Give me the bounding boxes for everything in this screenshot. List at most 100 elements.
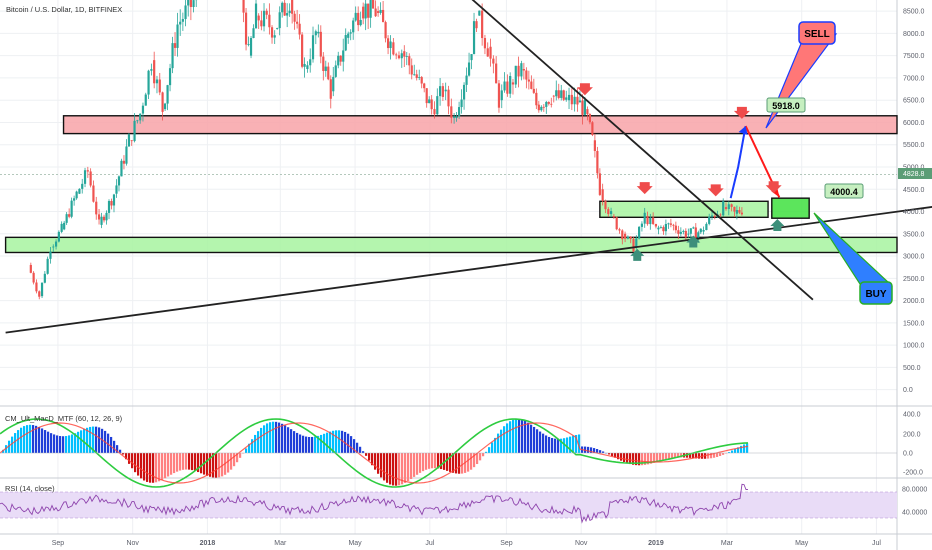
candle-body bbox=[60, 223, 63, 232]
macd-histogram-bar bbox=[17, 430, 20, 453]
candle-body bbox=[682, 230, 685, 232]
candle-body bbox=[438, 86, 442, 97]
macd-histogram-bar bbox=[302, 435, 305, 453]
candle-body bbox=[626, 236, 629, 239]
y-tick-label: 5500.0 bbox=[903, 142, 925, 149]
candle-body bbox=[467, 62, 471, 76]
macd-histogram-bar bbox=[653, 453, 656, 463]
macd-histogram-bar bbox=[197, 453, 200, 473]
macd-histogram-bar bbox=[602, 451, 605, 453]
macd-histogram-bar bbox=[227, 453, 230, 473]
candle-body bbox=[161, 92, 164, 112]
macd-histogram-bar bbox=[695, 453, 698, 459]
candle-body bbox=[659, 227, 663, 228]
rsi-tick-label: 40.0000 bbox=[902, 510, 927, 517]
macd-histogram-bar bbox=[170, 453, 173, 475]
zone-support-upper bbox=[599, 200, 769, 219]
candle-body bbox=[244, 12, 248, 45]
y-tick-label: 7500.0 bbox=[903, 53, 925, 60]
macd-histogram-bar bbox=[38, 427, 41, 453]
candle-body bbox=[32, 272, 35, 283]
macd-histogram-bar bbox=[365, 453, 368, 456]
candle-body bbox=[125, 146, 128, 164]
macd-histogram-bar bbox=[290, 429, 293, 453]
macd-histogram-bar bbox=[737, 447, 740, 453]
candle-body bbox=[352, 20, 355, 33]
candle-body bbox=[319, 31, 322, 57]
y-tick-label: 2000.0 bbox=[903, 298, 925, 305]
candle-body bbox=[133, 120, 136, 142]
macd-histogram-bar bbox=[494, 437, 497, 453]
macd-histogram-bar bbox=[644, 453, 647, 465]
candle-body bbox=[527, 79, 530, 82]
macd-histogram-bar bbox=[377, 453, 380, 474]
macd-histogram-bar bbox=[497, 433, 500, 453]
macd-histogram-bar bbox=[131, 453, 134, 469]
candle-body bbox=[332, 76, 335, 92]
candle-body bbox=[679, 231, 682, 234]
macd-histogram-bar bbox=[425, 453, 428, 470]
macd-tick-label: 400.0 bbox=[903, 412, 921, 419]
macd-histogram-bar bbox=[149, 453, 152, 483]
candle-body bbox=[667, 223, 670, 225]
projection-down-tag: 4000.4 bbox=[824, 183, 864, 199]
chart-title: Bitcoin / U.S. Dollar, 1D, BITFINEX bbox=[6, 5, 122, 14]
macd-histogram-bar bbox=[35, 425, 38, 453]
macd-histogram-bar bbox=[386, 453, 389, 483]
candle-body bbox=[405, 56, 408, 57]
candle-body bbox=[423, 83, 426, 89]
candle-body bbox=[83, 170, 87, 184]
candle-body bbox=[578, 100, 582, 103]
candle-body bbox=[450, 106, 453, 118]
macd-histogram-bar bbox=[713, 453, 716, 458]
candle-body bbox=[92, 185, 95, 202]
x-tick-label: Nov bbox=[126, 540, 139, 547]
candle-body bbox=[740, 212, 743, 215]
candle-body bbox=[415, 74, 418, 79]
macd-histogram-bar bbox=[635, 453, 638, 466]
macd-histogram-bar bbox=[422, 453, 425, 472]
macd-histogram-bar bbox=[614, 453, 617, 458]
candle-body bbox=[144, 94, 147, 106]
candle-body bbox=[247, 44, 250, 45]
projection-up-value: 5918.0 bbox=[772, 101, 800, 111]
candle-body bbox=[136, 120, 139, 122]
macd-histogram-bar bbox=[437, 453, 440, 469]
candle-body bbox=[506, 81, 509, 94]
candle-body bbox=[475, 21, 478, 29]
macd-histogram-bar bbox=[221, 453, 224, 477]
candle-body bbox=[57, 231, 60, 242]
macd-histogram-bar bbox=[716, 453, 719, 457]
candle-body bbox=[260, 20, 263, 27]
candle-body bbox=[444, 89, 447, 92]
macd-histogram-bar bbox=[41, 428, 44, 453]
rsi-band bbox=[0, 492, 897, 518]
candle-body bbox=[86, 170, 89, 172]
macd-histogram-bar bbox=[539, 431, 542, 453]
macd-histogram-bar bbox=[728, 452, 731, 453]
candle-body bbox=[286, 13, 289, 16]
candle-body bbox=[276, 28, 279, 29]
x-tick-label: Mar bbox=[721, 540, 734, 547]
macd-histogram-bar bbox=[218, 453, 221, 478]
macd-histogram-bar bbox=[599, 450, 602, 453]
candle-body bbox=[273, 35, 276, 38]
macd-histogram-bar bbox=[515, 419, 518, 453]
macd-histogram-bar bbox=[314, 436, 317, 453]
macd-histogram-bar bbox=[503, 426, 506, 453]
candle-body bbox=[643, 212, 646, 224]
candle-body bbox=[428, 99, 431, 104]
candle-body bbox=[120, 160, 123, 177]
candle-body bbox=[705, 223, 708, 231]
candle-body bbox=[588, 114, 592, 123]
x-tick-label: Nov bbox=[575, 540, 588, 547]
macd-histogram-bar bbox=[206, 453, 209, 476]
candle-body bbox=[607, 209, 610, 215]
candle-body bbox=[612, 215, 615, 218]
candle-body bbox=[618, 229, 621, 231]
candle-body bbox=[100, 216, 103, 225]
candle-body bbox=[102, 216, 106, 221]
macd-histogram-bar bbox=[188, 453, 191, 470]
